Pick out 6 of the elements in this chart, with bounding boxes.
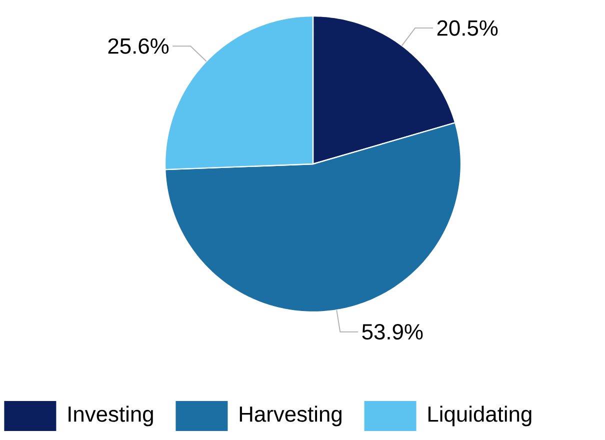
data-label: 20.5% [437, 20, 498, 36]
legend-label: Investing [68, 406, 153, 426]
data-label: 25.6% [108, 38, 169, 54]
legend-label: Liquidating [428, 406, 532, 426]
data-label: 53.9% [362, 324, 423, 340]
legend-label: Harvesting [240, 406, 342, 426]
